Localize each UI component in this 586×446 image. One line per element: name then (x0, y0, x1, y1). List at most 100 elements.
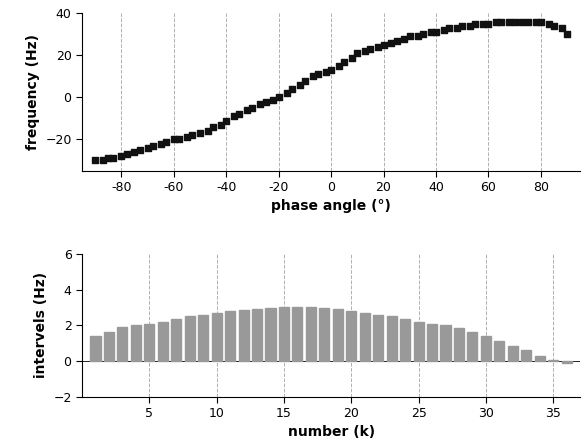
Bar (508, 346, 518, 361)
Point (452, 25, 462, 32)
Point (483, 21, 493, 28)
Point (536, 18, 546, 25)
Bar (252, 309, 262, 361)
Point (544, 21, 553, 28)
Point (203, 128, 213, 135)
Bar (104, 332, 114, 361)
Point (439, 27, 448, 34)
Point (374, 43, 383, 50)
Point (135, 146, 144, 153)
Bar (481, 336, 491, 361)
Point (195, 130, 205, 137)
Point (261, 98, 270, 105)
Bar (158, 322, 168, 361)
Point (274, 94, 284, 101)
Bar (90, 336, 101, 361)
Point (531, 18, 540, 25)
Point (314, 71, 323, 78)
Bar (346, 311, 356, 361)
Point (523, 18, 533, 25)
Point (518, 18, 527, 25)
Bar (441, 325, 451, 361)
Point (109, 155, 118, 162)
Point (392, 37, 401, 44)
Bar (333, 309, 343, 361)
X-axis label: phase angle (°): phase angle (°) (271, 198, 391, 213)
Point (353, 50, 362, 57)
Point (426, 29, 435, 36)
Bar (306, 307, 316, 361)
Point (431, 29, 441, 36)
Point (478, 21, 488, 28)
Bar (319, 308, 329, 361)
Bar (212, 313, 222, 361)
Point (104, 155, 113, 162)
Point (209, 123, 218, 130)
Bar (117, 327, 128, 361)
Bar (534, 356, 545, 361)
Point (505, 18, 514, 25)
Point (148, 142, 158, 149)
Point (492, 18, 501, 25)
Point (248, 104, 257, 112)
Point (379, 41, 388, 49)
Point (321, 69, 331, 76)
Point (255, 100, 265, 107)
Point (243, 107, 252, 114)
Point (557, 25, 567, 32)
Point (563, 31, 572, 38)
Point (269, 96, 278, 103)
Bar (265, 308, 275, 361)
Point (130, 149, 139, 156)
Point (122, 151, 131, 158)
Point (169, 136, 179, 143)
Point (216, 121, 226, 128)
Bar (468, 331, 478, 361)
Point (413, 33, 423, 40)
Point (339, 58, 349, 65)
Point (90, 157, 100, 164)
Bar (239, 310, 248, 361)
Point (549, 22, 558, 29)
Point (117, 153, 126, 160)
Bar (171, 319, 181, 361)
Point (418, 31, 428, 38)
Point (360, 48, 370, 55)
Point (182, 134, 192, 141)
Point (400, 35, 409, 42)
Bar (427, 323, 437, 361)
Bar (548, 360, 558, 361)
Point (222, 117, 231, 124)
Bar (292, 307, 302, 361)
Bar (198, 314, 208, 361)
Bar (131, 325, 141, 361)
Point (175, 136, 184, 143)
Point (334, 62, 343, 70)
Point (326, 66, 336, 74)
Bar (185, 316, 195, 361)
Point (300, 77, 309, 84)
Y-axis label: intervels (Hz): intervels (Hz) (33, 272, 47, 378)
Point (234, 111, 244, 118)
Bar (495, 342, 505, 361)
Point (387, 39, 396, 46)
Bar (225, 311, 235, 361)
Point (161, 138, 171, 145)
Point (471, 21, 480, 28)
Point (497, 18, 506, 25)
Point (308, 73, 318, 80)
Point (347, 54, 357, 61)
Bar (521, 351, 532, 361)
Y-axis label: frequency (Hz): frequency (Hz) (26, 34, 40, 150)
Point (295, 81, 304, 88)
Point (143, 144, 152, 151)
Point (282, 90, 291, 97)
Point (444, 25, 454, 32)
Point (188, 132, 197, 139)
Point (156, 140, 165, 147)
Bar (561, 361, 572, 363)
Bar (387, 316, 397, 361)
Point (510, 18, 519, 25)
Point (229, 113, 239, 120)
Bar (414, 322, 424, 361)
